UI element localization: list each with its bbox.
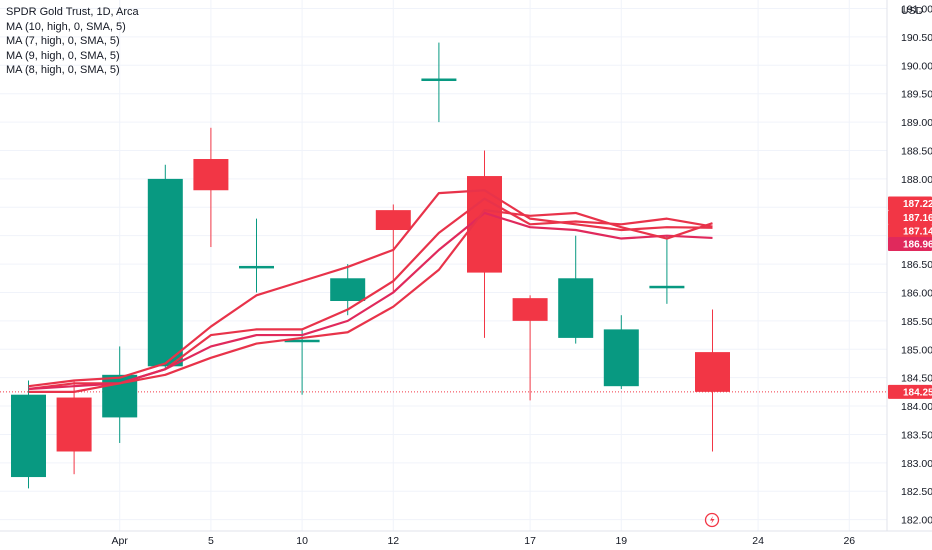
time-tick-label: 26 bbox=[843, 535, 855, 547]
time-axis[interactable]: Apr 5 10 12 17 19 24 26 bbox=[112, 535, 856, 547]
currency-label: USD bbox=[901, 5, 924, 17]
candle[interactable] bbox=[603, 315, 639, 390]
candle-body bbox=[147, 178, 183, 367]
candle-body bbox=[603, 329, 639, 387]
ma-line bbox=[28, 211, 713, 391]
price-badge-bg bbox=[888, 237, 932, 251]
price-tick-label: 188.00 bbox=[901, 174, 932, 186]
candle-body bbox=[649, 285, 685, 289]
candle-body bbox=[512, 298, 548, 321]
price-badge: 187.16 bbox=[888, 210, 932, 225]
ma-line bbox=[28, 189, 713, 388]
time-tick-label: 10 bbox=[296, 535, 308, 547]
moving-average-lines bbox=[28, 189, 713, 393]
legend-item-ma-10[interactable]: MA (10, high, 0, SMA, 5) bbox=[6, 20, 126, 33]
price-badge-label: 187.14 bbox=[903, 227, 932, 238]
time-tick-label: 12 bbox=[387, 535, 399, 547]
candle-body bbox=[193, 159, 229, 191]
price-tick-label: 184.50 bbox=[901, 373, 932, 385]
price-badge: 187.22 bbox=[888, 196, 932, 211]
price-badge: 187.14 bbox=[888, 224, 932, 238]
candle-body bbox=[284, 339, 320, 343]
time-tick-label: Apr bbox=[112, 535, 129, 547]
time-tick-label: 24 bbox=[752, 535, 764, 547]
candle[interactable] bbox=[147, 164, 183, 370]
chart-legend: SPDR Gold Trust, 1D, Arca MA (10, high, … bbox=[6, 5, 139, 78]
price-badges: 187.22 187.16 187.14 186.96 184.25 bbox=[888, 196, 932, 399]
candle[interactable] bbox=[11, 380, 46, 489]
price-tick-label: 188.50 bbox=[901, 145, 932, 157]
tradingview-flash-icon[interactable] bbox=[704, 512, 720, 528]
price-tick-label: 183.50 bbox=[901, 429, 932, 441]
candle[interactable] bbox=[239, 218, 274, 293]
candle-body bbox=[11, 394, 46, 478]
price-tick-label: 186.50 bbox=[901, 259, 932, 271]
price-tick-label: 190.00 bbox=[901, 60, 932, 72]
time-tick-label: 19 bbox=[615, 535, 627, 547]
price-badge-label: 186.96 bbox=[903, 240, 932, 251]
price-badge: 184.25 bbox=[888, 384, 932, 399]
legend-title[interactable]: SPDR Gold Trust, 1D, Arca bbox=[6, 6, 139, 18]
price-tick-label: 182.50 bbox=[901, 486, 932, 498]
price-badge-bg bbox=[888, 224, 932, 238]
price-tick-label: 189.50 bbox=[901, 89, 932, 101]
legend-item-ma-7[interactable]: MA (7, high, 0, SMA, 5) bbox=[6, 35, 120, 47]
candle[interactable] bbox=[193, 127, 229, 248]
candle-body bbox=[56, 397, 92, 452]
price-badge-label: 187.16 bbox=[903, 213, 932, 224]
candle[interactable] bbox=[421, 42, 457, 123]
price-tick-label: 183.00 bbox=[901, 458, 932, 470]
price-tick-label: 185.50 bbox=[901, 316, 932, 328]
legend-item-ma-9[interactable]: MA (9, high, 0, SMA, 5) bbox=[6, 49, 120, 62]
candle-body bbox=[330, 278, 366, 301]
price-tick-label: 189.00 bbox=[901, 117, 932, 129]
price-badge-label: 187.22 bbox=[903, 199, 932, 210]
price-tick-label: 191.00 bbox=[901, 4, 932, 16]
price-tick-label: 190.50 bbox=[901, 32, 932, 44]
time-tick-label: 17 bbox=[524, 535, 536, 547]
price-badge-bg bbox=[888, 196, 932, 211]
candle[interactable] bbox=[558, 235, 594, 344]
price-badge-label: 184.25 bbox=[903, 387, 932, 398]
price-badge-bg bbox=[888, 210, 932, 225]
candle[interactable] bbox=[56, 380, 92, 475]
candle[interactable] bbox=[695, 309, 730, 452]
candle-body bbox=[375, 210, 411, 231]
price-tick-label: 182.00 bbox=[901, 515, 932, 527]
candle[interactable] bbox=[467, 150, 502, 338]
price-tick-label: 185.00 bbox=[901, 344, 932, 356]
candle[interactable] bbox=[649, 235, 685, 304]
candle[interactable] bbox=[284, 329, 320, 395]
price-axis[interactable]: USD 182.00 182.50 183.00 183.50 184.00 184.50… bbox=[901, 4, 932, 527]
time-tick-label: 5 bbox=[208, 535, 214, 547]
price-tick-label: 186.00 bbox=[901, 287, 932, 299]
price-tick-label: 184.00 bbox=[901, 401, 932, 413]
price-badge-bg bbox=[888, 384, 932, 399]
legend-item-ma-8[interactable]: MA (8, high, 0, SMA, 5) bbox=[6, 64, 120, 76]
candle[interactable] bbox=[512, 295, 548, 401]
candle[interactable] bbox=[102, 346, 138, 443]
candles bbox=[11, 42, 730, 489]
candle[interactable] bbox=[330, 264, 366, 316]
candle-body bbox=[239, 265, 274, 269]
candle-body bbox=[421, 78, 457, 82]
candle-body bbox=[695, 352, 730, 392]
ma-line bbox=[28, 209, 713, 393]
candle-body bbox=[558, 278, 594, 338]
price-badge: 186.96 bbox=[888, 237, 932, 251]
